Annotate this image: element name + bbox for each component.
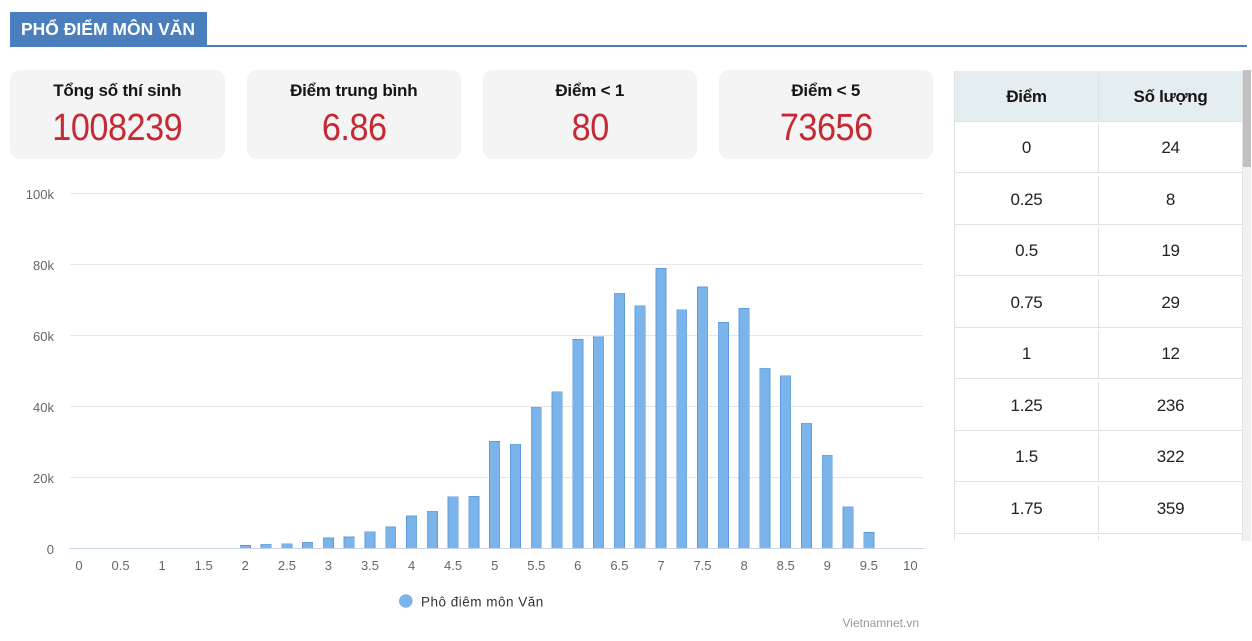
svg-text:60k: 60k bbox=[33, 329, 54, 344]
svg-text:0: 0 bbox=[75, 558, 82, 573]
svg-text:4.5: 4.5 bbox=[444, 558, 462, 573]
svg-text:6.5: 6.5 bbox=[610, 558, 628, 573]
svg-text:0.5: 0.5 bbox=[112, 558, 130, 573]
svg-text:4: 4 bbox=[408, 558, 415, 573]
svg-text:8.5: 8.5 bbox=[777, 558, 795, 573]
svg-text:9.5: 9.5 bbox=[860, 558, 878, 573]
svg-text:100k: 100k bbox=[26, 187, 55, 202]
svg-text:6: 6 bbox=[574, 558, 581, 573]
svg-text:40k: 40k bbox=[33, 400, 54, 415]
svg-text:10: 10 bbox=[903, 558, 917, 573]
svg-text:5.5: 5.5 bbox=[527, 558, 545, 573]
svg-text:9: 9 bbox=[824, 558, 831, 573]
svg-text:2.5: 2.5 bbox=[278, 558, 296, 573]
svg-text:3: 3 bbox=[325, 558, 332, 573]
svg-text:7.5: 7.5 bbox=[693, 558, 711, 573]
svg-text:2: 2 bbox=[242, 558, 249, 573]
svg-text:20k: 20k bbox=[33, 471, 54, 486]
svg-text:1: 1 bbox=[158, 558, 165, 573]
svg-text:80k: 80k bbox=[33, 258, 54, 273]
svg-text:1.5: 1.5 bbox=[195, 558, 213, 573]
svg-text:8: 8 bbox=[740, 558, 747, 573]
svg-text:7: 7 bbox=[657, 558, 664, 573]
svg-text:Vietnamnet.vn: Vietnamnet.vn bbox=[843, 616, 920, 630]
svg-text:0: 0 bbox=[47, 542, 54, 557]
svg-text:5: 5 bbox=[491, 558, 498, 573]
svg-text:Phô điêm môn Văn: Phô điêm môn Văn bbox=[421, 595, 544, 610]
svg-text:3.5: 3.5 bbox=[361, 558, 379, 573]
